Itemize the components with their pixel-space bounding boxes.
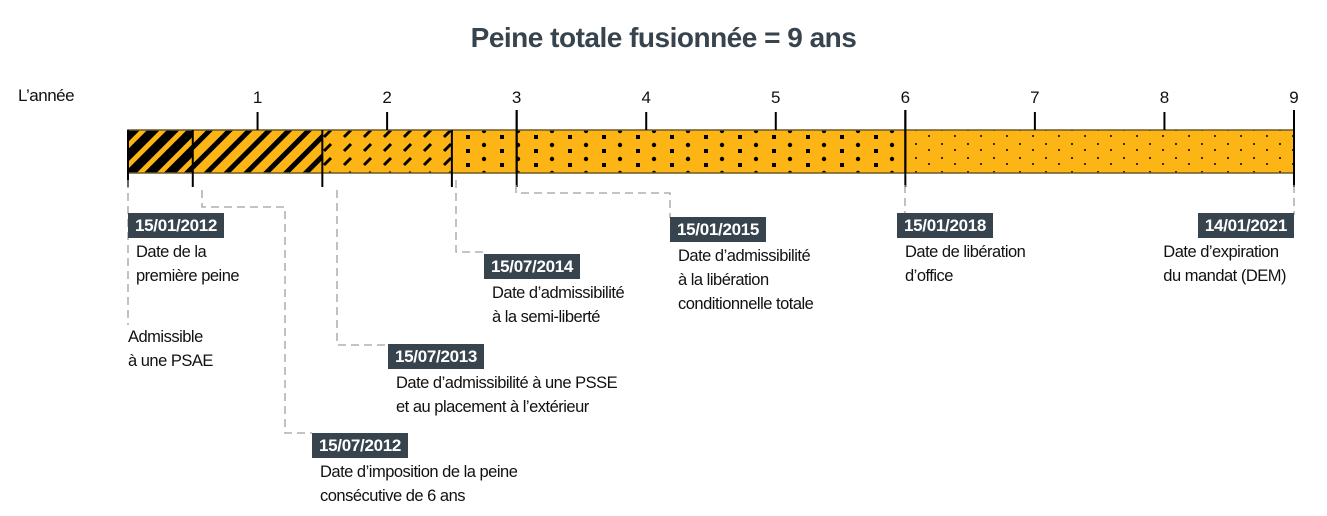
event-date-badge: 15/07/2012 (312, 433, 409, 458)
event-description-line: Date d’admissibilité (678, 247, 811, 265)
connector-3 (336, 190, 388, 346)
event-description: Date d’expiration du mandat (DEM) (1163, 240, 1286, 288)
year-tick-label: 8 (1159, 88, 1170, 107)
event-extra-line: Admissible (128, 328, 203, 346)
event-description-line: Date d’imposition de la peine (320, 463, 518, 481)
event-description-line: Date d’admissibilité (492, 284, 625, 302)
event-date-badge: 15/01/2018 (897, 213, 994, 238)
year-axis-label: L’année (18, 86, 75, 105)
event-description-line: première peine (136, 267, 240, 285)
event-description-line: d’office (905, 267, 953, 285)
event-description: Date d’imposition de la peine consécutive… (320, 460, 518, 508)
bar-segment-dashes (322, 130, 452, 173)
event-description-line: du mandat (DEM) (1163, 267, 1286, 285)
event-description: Date d’admissibilité à la semi-liberté (492, 281, 625, 329)
event-description: Date de la première peine (136, 240, 240, 288)
event-description-line: à la semi-liberté (492, 308, 600, 326)
event-description-line: conditionnelle totale (678, 295, 814, 313)
event-description-line: Date de la (136, 243, 207, 261)
year-tick-label: 3 (511, 88, 522, 107)
event-date-badge: 15/01/2012 (128, 213, 225, 238)
event-description-line: et au placement à l’extérieur (396, 398, 589, 416)
event-date-badge: 15/01/2015 (670, 217, 767, 242)
diagram-title: Peine totale fusionnée = 9 ans (470, 22, 857, 53)
year-tick-label: 4 (641, 88, 651, 107)
event-date-badge: 15/07/2013 (388, 344, 485, 369)
event-description-line: à la libération (678, 271, 769, 289)
year-tick-label: 1 (252, 88, 263, 107)
event-date-badge: 15/07/2014 (484, 254, 581, 279)
connector-4 (455, 180, 484, 253)
event-description-line: Date d’expiration (1163, 243, 1279, 261)
event-description: Date d’admissibilité à la libération condi… (678, 244, 814, 316)
event-extra-note: Admissible à une PSAE (128, 325, 213, 373)
bar-segment-diagonal-hatch (192, 130, 323, 173)
connector-5 (515, 185, 671, 218)
year-tick-label: 7 (1030, 88, 1040, 107)
bar-segment-fine-dots (905, 130, 1294, 173)
event-description-line: Date d’admissibilité à une PSSE (396, 374, 618, 392)
event-description-line: consécutive de 6 ans (320, 487, 466, 505)
year-tick-label: 2 (382, 88, 392, 107)
bar-segment-heavy-black-hatch (128, 130, 193, 173)
event-description: Date de libération d’office (905, 240, 1026, 288)
event-date-badge: 14/01/2021 (1197, 213, 1294, 238)
year-tick-label: 9 (1289, 88, 1299, 107)
bar-segment-dots-shapes (451, 130, 906, 173)
year-tick-label: 6 (900, 88, 911, 107)
event-description: Date d’admissibilité à une PSSE et au pla… (396, 371, 618, 419)
event-extra-line: à une PSAE (128, 352, 213, 370)
year-tick-label: 5 (771, 88, 781, 107)
event-description-line: Date de libération (905, 243, 1026, 261)
